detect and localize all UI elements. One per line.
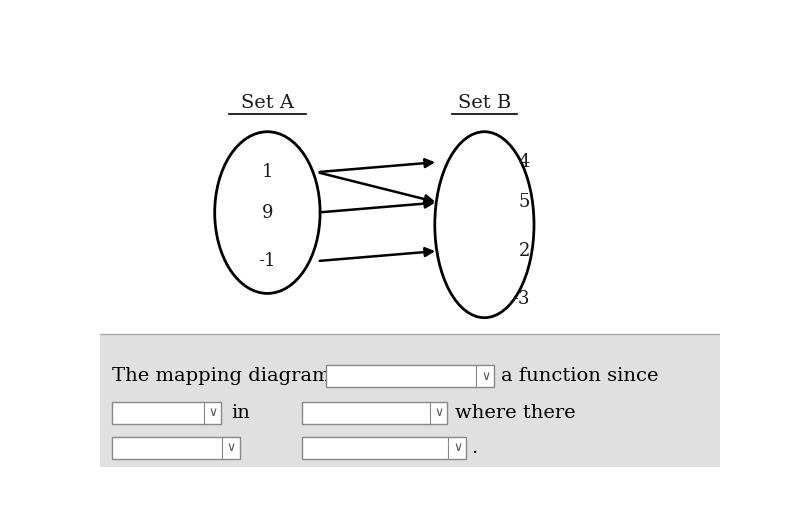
- Text: -3: -3: [512, 290, 530, 309]
- Text: ∨: ∨: [481, 370, 490, 383]
- Bar: [302, 402, 447, 424]
- Text: in: in: [231, 404, 250, 422]
- Bar: [112, 402, 221, 424]
- Ellipse shape: [214, 132, 320, 293]
- Text: 4: 4: [518, 153, 530, 171]
- Text: -1: -1: [258, 252, 276, 270]
- Text: ∨: ∨: [453, 442, 462, 454]
- Text: 1: 1: [262, 163, 273, 181]
- Text: 9: 9: [262, 204, 273, 222]
- Text: 2: 2: [518, 242, 530, 260]
- Text: where there: where there: [454, 404, 575, 422]
- Text: The mapping diagram above: The mapping diagram above: [112, 368, 395, 385]
- Text: Set B: Set B: [458, 93, 511, 111]
- Text: ∨: ∨: [208, 406, 218, 419]
- Text: ∨: ∨: [434, 406, 444, 419]
- Text: .: .: [470, 439, 477, 457]
- Ellipse shape: [435, 132, 534, 318]
- Text: a function since: a function since: [501, 368, 658, 385]
- Text: ∨: ∨: [227, 442, 236, 454]
- Text: Set A: Set A: [241, 93, 294, 111]
- Bar: [302, 437, 466, 459]
- Bar: [326, 365, 494, 387]
- Bar: [112, 437, 239, 459]
- Text: 5: 5: [518, 194, 530, 212]
- Bar: [100, 334, 720, 467]
